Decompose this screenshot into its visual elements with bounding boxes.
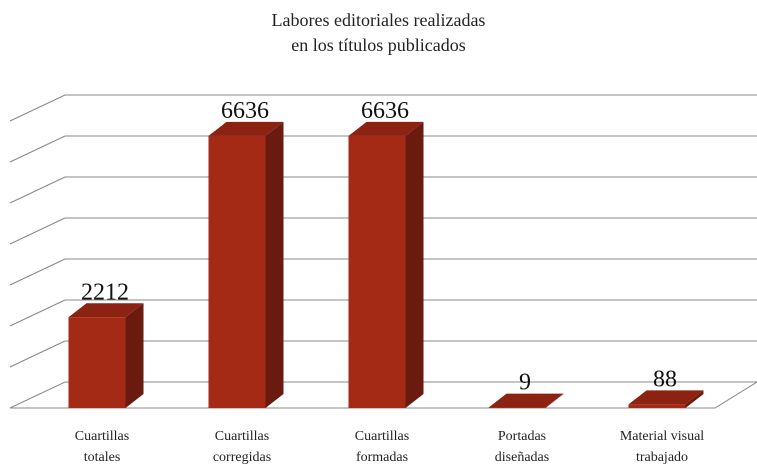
value-label: 2212 (81, 279, 129, 305)
grid-line (9, 217, 66, 245)
x-tick-label: Portadas diseñadas (494, 429, 550, 465)
x-tick-label: Cuartillas corregidas (212, 429, 272, 465)
bar-top (628, 390, 704, 405)
x-tick-label: Cuartillas formadas (354, 429, 410, 465)
bar-top (348, 121, 424, 136)
bar (68, 303, 144, 408)
value-label: 6636 (361, 98, 409, 124)
bar-top (68, 303, 144, 318)
value-label: 6636 (221, 98, 269, 124)
grid-line (9, 258, 66, 286)
bar-top (488, 393, 564, 408)
bar-front (208, 135, 266, 408)
x-tick-label: Cuartillas totales (74, 429, 130, 465)
bar (628, 390, 704, 408)
bar-side (685, 390, 704, 408)
value-label: 88 (653, 366, 677, 392)
bar-front (348, 135, 406, 408)
grid-line (9, 340, 66, 368)
grid-line (9, 299, 66, 327)
bar (208, 121, 284, 408)
bar-top (208, 121, 284, 136)
chart-title: Labores editoriales realizadas en los tí… (271, 10, 486, 55)
bar-side (125, 303, 144, 408)
bar (488, 393, 564, 408)
grid-line (9, 94, 66, 122)
bar-side (545, 393, 564, 408)
x-tick-label: Material visual trabajado (619, 429, 705, 465)
grid-line (9, 135, 66, 163)
bar-side (405, 121, 424, 408)
bar-front (68, 317, 126, 408)
bar (348, 121, 424, 408)
bar-front (628, 404, 686, 408)
value-label: 9 (519, 370, 531, 396)
grid-line (9, 176, 66, 204)
bar-side (265, 121, 284, 408)
